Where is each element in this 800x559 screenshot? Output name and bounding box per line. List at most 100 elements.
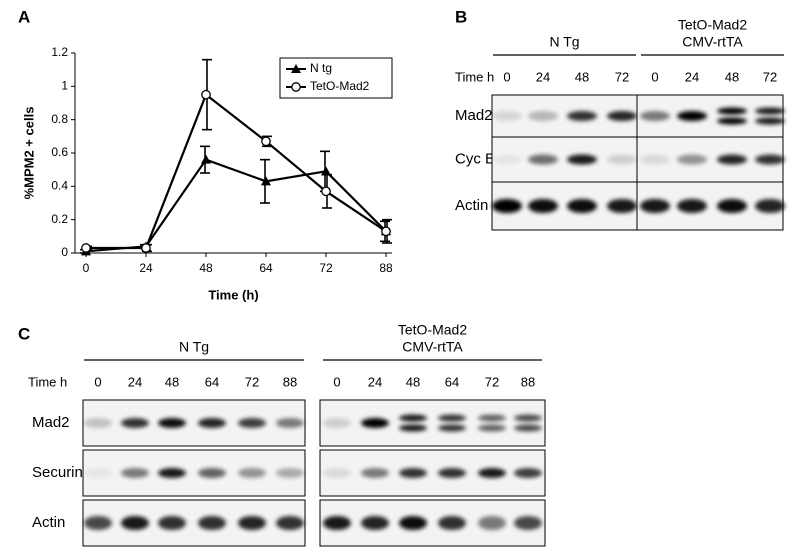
blot-strip	[82, 449, 306, 497]
x-tick-label: 0	[83, 261, 90, 275]
lane-time: 64	[445, 374, 459, 389]
lane-time: 24	[536, 69, 550, 84]
band	[492, 154, 522, 165]
point	[81, 243, 91, 253]
band	[717, 117, 747, 125]
panel-label: B	[455, 7, 467, 26]
point	[201, 89, 211, 100]
band	[84, 516, 112, 530]
band	[717, 154, 747, 165]
band	[323, 516, 351, 530]
band	[478, 468, 506, 478]
band	[717, 199, 747, 213]
lane-time: 24	[368, 374, 382, 389]
band	[399, 516, 427, 530]
row-label: Mad2	[32, 414, 70, 431]
blot-strip	[319, 449, 546, 497]
band	[158, 418, 186, 428]
band	[755, 199, 785, 213]
group-label: N Tg	[549, 34, 579, 50]
band	[121, 468, 149, 478]
band	[198, 418, 226, 428]
point	[201, 154, 211, 164]
panel-label: C	[18, 324, 30, 343]
y-tick-label: 0	[61, 245, 68, 259]
band	[607, 154, 637, 165]
band	[567, 199, 597, 213]
band	[361, 418, 389, 428]
band	[121, 418, 149, 428]
band	[492, 111, 522, 121]
blot-strip	[82, 499, 306, 547]
band	[121, 516, 149, 530]
band	[514, 414, 542, 422]
band	[478, 424, 506, 432]
lane-time: 72	[485, 374, 499, 389]
lane-time: 48	[575, 69, 589, 84]
band	[276, 418, 304, 428]
y-tick-label: 0.2	[51, 212, 68, 226]
band	[276, 468, 304, 478]
row-label: Actin	[455, 197, 488, 214]
y-axis-title: %MPM2 + cells	[21, 107, 36, 200]
x-tick-label: 24	[139, 261, 153, 275]
row-label: Cyc B1	[455, 150, 503, 167]
band	[640, 111, 670, 121]
band	[438, 424, 466, 432]
lane-time: 88	[521, 374, 535, 389]
point	[291, 64, 301, 73]
blot-strip	[319, 499, 546, 547]
band	[677, 154, 707, 165]
legend-box	[279, 57, 393, 99]
lane-time: 72	[245, 374, 259, 389]
panel-label: A	[18, 7, 30, 26]
band	[323, 418, 351, 428]
band	[717, 107, 747, 115]
group-label: TetO-Mad2	[678, 17, 747, 33]
band	[567, 154, 597, 165]
band	[514, 516, 542, 530]
lane-time: 0	[333, 374, 340, 389]
lane-time: 24	[685, 69, 699, 84]
band	[238, 418, 266, 428]
lane-time: 0	[651, 69, 658, 84]
band	[677, 111, 707, 121]
x-tick-label: 48	[199, 261, 213, 275]
band	[84, 468, 112, 478]
band	[84, 418, 112, 428]
lane-time: 72	[615, 69, 629, 84]
band	[438, 468, 466, 478]
band	[755, 107, 785, 115]
y-tick-label: 0.8	[51, 112, 68, 126]
legend-label: TetO-Mad2	[310, 79, 370, 93]
band	[158, 516, 186, 530]
x-axis-title: Time (h)	[208, 287, 258, 302]
band	[478, 414, 506, 422]
blot-strip	[82, 399, 306, 447]
y-tick-label: 1.2	[51, 45, 68, 59]
lane-time: 48	[165, 374, 179, 389]
lane-time: 0	[94, 374, 101, 389]
band	[198, 516, 226, 530]
band	[528, 111, 558, 121]
lane-time: 0	[503, 69, 510, 84]
x-tick-label: 72	[319, 261, 333, 275]
band	[399, 414, 427, 422]
band	[361, 468, 389, 478]
point	[291, 82, 301, 92]
lane-time: 24	[128, 374, 142, 389]
band	[528, 199, 558, 213]
group-label: CMV-rtTA	[402, 339, 463, 355]
y-tick-label: 0.4	[51, 179, 68, 193]
row-label: Securin	[32, 464, 83, 481]
blot-strip	[319, 399, 546, 447]
band	[478, 516, 506, 530]
band	[514, 468, 542, 478]
y-tick-label: 0.6	[51, 145, 68, 159]
series-line	[86, 92, 387, 250]
time-label: Time h	[455, 69, 494, 84]
band	[399, 468, 427, 478]
band	[399, 424, 427, 432]
group-label: TetO-Mad2	[398, 322, 467, 338]
